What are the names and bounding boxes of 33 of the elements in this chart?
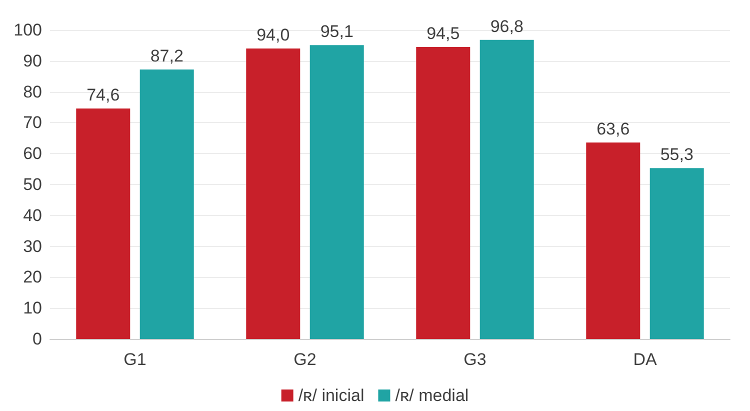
y-tick-label: 50 (23, 175, 42, 194)
data-label: 74,6 (86, 85, 120, 104)
y-tick-label: 10 (23, 298, 42, 318)
y-tick-label: 90 (23, 51, 42, 70)
y-tick-label: 60 (23, 144, 42, 164)
legend-label: /ʀ/ medial (395, 386, 469, 405)
data-label: 87,2 (150, 46, 184, 66)
x-tick-label: G3 (464, 350, 486, 369)
data-label: 94,0 (256, 26, 290, 45)
x-tick-label: DA (633, 350, 658, 369)
y-tick-label: 70 (23, 113, 42, 132)
bar (650, 168, 704, 339)
y-tick-label: 0 (32, 330, 42, 348)
x-tick-label: G2 (294, 350, 316, 369)
bar (586, 142, 640, 339)
y-tick-label: 20 (23, 268, 42, 287)
data-label: 96,8 (490, 16, 524, 36)
y-tick-label: 30 (23, 236, 42, 256)
bar (246, 48, 300, 339)
legend-label: /ʀ/ inicial (298, 386, 364, 405)
bar (310, 45, 364, 339)
data-label: 55,3 (660, 145, 694, 164)
data-label: 95,1 (320, 22, 354, 42)
bar (140, 70, 194, 339)
x-tick-label: G1 (124, 350, 146, 369)
bar (480, 40, 534, 339)
data-label: 94,5 (426, 24, 460, 43)
y-tick-label: 80 (23, 82, 42, 102)
data-label: 63,6 (596, 119, 630, 138)
bar (416, 46, 470, 339)
y-tick-label: 100 (14, 20, 42, 40)
y-tick-label: 40 (23, 206, 42, 225)
bar (76, 108, 130, 339)
